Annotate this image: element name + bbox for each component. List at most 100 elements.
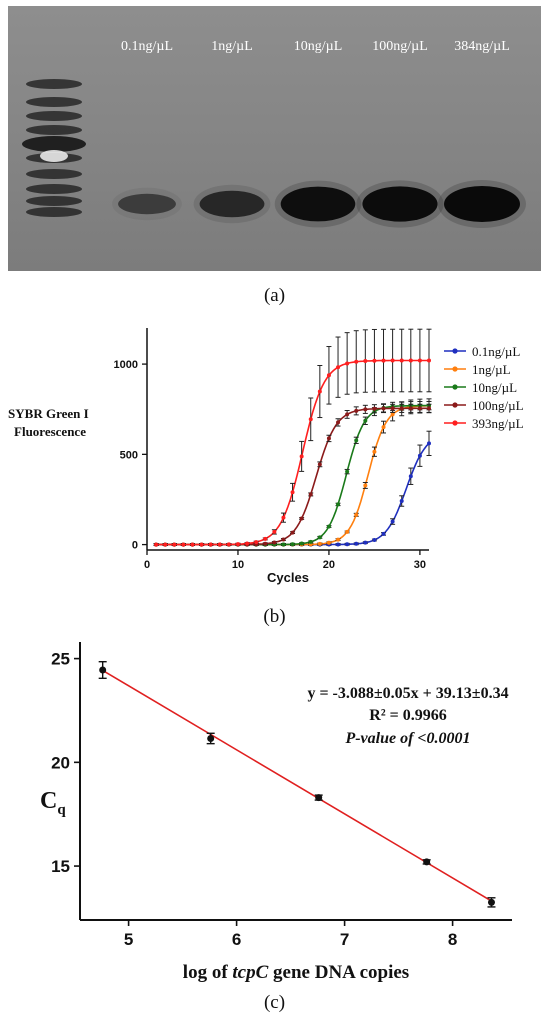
legend-swatch-marker xyxy=(452,420,458,426)
data-point xyxy=(354,438,359,443)
data-point xyxy=(399,406,404,411)
ladder-band xyxy=(22,136,86,152)
ladder-band xyxy=(26,207,82,217)
data-point xyxy=(272,529,277,534)
data-point xyxy=(399,358,404,363)
series-1ng/µL xyxy=(153,398,432,547)
data-point xyxy=(336,420,341,425)
lane-label: 0.1ng/µL xyxy=(121,39,173,54)
data-point xyxy=(390,358,395,363)
data-point xyxy=(408,406,413,411)
lane-label: 100ng/µL xyxy=(372,39,428,54)
x-tick-label: 6 xyxy=(232,930,241,949)
x-tick-label: 10 xyxy=(232,559,244,571)
series-393ng/µL xyxy=(153,328,432,547)
ladder-band xyxy=(26,169,82,179)
data-point xyxy=(345,529,350,534)
gel-band xyxy=(199,190,265,218)
data-point xyxy=(372,449,377,454)
data-point xyxy=(354,512,359,517)
data-point xyxy=(363,407,368,412)
ladder-band xyxy=(26,184,82,194)
data-point xyxy=(336,537,341,542)
data-point xyxy=(345,469,350,474)
ladder-band xyxy=(26,111,82,121)
fit-annotation: y = -3.088±0.05x + 39.13±0.34 xyxy=(307,685,508,702)
data-point xyxy=(326,524,331,529)
y-axis-label-line-2: Fluorescence xyxy=(14,424,86,439)
legend-swatch-marker xyxy=(452,348,458,354)
standard-curve-chart: 5 6 7 8 15 20 25 y = -3.088±0.05x + 39.13±0.34… xyxy=(40,642,512,983)
data-point xyxy=(235,542,240,547)
data-point xyxy=(207,734,215,742)
data-point xyxy=(299,541,304,546)
legend-label: 1ng/µL xyxy=(472,362,511,377)
data-point xyxy=(326,540,331,545)
y-tick-label: 25 xyxy=(51,650,70,669)
data-point xyxy=(336,502,341,507)
data-point xyxy=(381,406,386,411)
ladder-band xyxy=(26,79,82,89)
data-point xyxy=(345,361,350,366)
series-line xyxy=(156,407,429,546)
data-point xyxy=(390,406,395,411)
data-point xyxy=(427,358,431,363)
panel-label-a: (a) xyxy=(263,285,286,306)
data-point xyxy=(208,542,213,547)
data-point xyxy=(315,794,323,802)
legend-label: 393ng/µL xyxy=(472,416,524,431)
data-point xyxy=(408,474,413,479)
data-point xyxy=(427,406,431,411)
data-point xyxy=(417,358,422,363)
series-line xyxy=(156,404,429,546)
legend-label: 10ng/µL xyxy=(472,380,517,395)
lane-label: 1ng/µL xyxy=(211,39,253,54)
gel-electrophoresis-image: 0.1ng/µL 1ng/µL 10ng/µL 100ng/µL 384ng/µL xyxy=(8,6,541,271)
data-point xyxy=(363,359,368,364)
fit-annotation: P-value of <0.0001 xyxy=(344,730,470,747)
data-point xyxy=(345,542,350,547)
fit-annotation: R² = 0.9966 xyxy=(369,707,446,724)
legend-swatch-marker xyxy=(452,384,458,390)
legend-label: 0.1ng/µL xyxy=(472,344,520,359)
data-point xyxy=(199,542,204,547)
gel-band xyxy=(118,193,176,215)
data-point xyxy=(399,499,404,504)
data-point xyxy=(372,406,377,411)
data-point xyxy=(308,417,313,422)
data-point xyxy=(363,418,368,423)
data-point xyxy=(354,359,359,364)
data-point xyxy=(281,537,286,542)
data-point xyxy=(354,541,359,546)
data-point xyxy=(281,515,286,520)
x-tick-label: 8 xyxy=(448,930,457,949)
data-point xyxy=(290,530,295,535)
series-line xyxy=(156,359,429,546)
ladder-band xyxy=(26,196,82,206)
data-point xyxy=(172,542,177,547)
data-point xyxy=(363,483,368,488)
x-tick-label: 30 xyxy=(414,559,426,571)
dna-ladder xyxy=(22,79,86,217)
data-point xyxy=(354,408,359,413)
lane-label: 384ng/µL xyxy=(454,39,510,54)
data-point xyxy=(317,541,322,546)
regression-line xyxy=(102,669,492,902)
data-point xyxy=(317,389,322,394)
data-point xyxy=(345,412,350,417)
data-point xyxy=(336,542,341,547)
series-line xyxy=(156,405,429,546)
data-point xyxy=(245,541,250,546)
data-point xyxy=(190,542,195,547)
legend-swatch-marker xyxy=(452,366,458,372)
gel-background xyxy=(8,6,541,271)
data-point xyxy=(381,358,386,363)
gel-band xyxy=(444,186,520,222)
ladder-band xyxy=(26,97,82,107)
data-point xyxy=(487,898,495,906)
y-axis-label-line-1: SYBR Green I xyxy=(8,406,89,421)
gel-band xyxy=(280,186,356,222)
data-point xyxy=(217,542,222,547)
y-tick-label: 1000 xyxy=(114,359,138,371)
data-point xyxy=(408,358,413,363)
